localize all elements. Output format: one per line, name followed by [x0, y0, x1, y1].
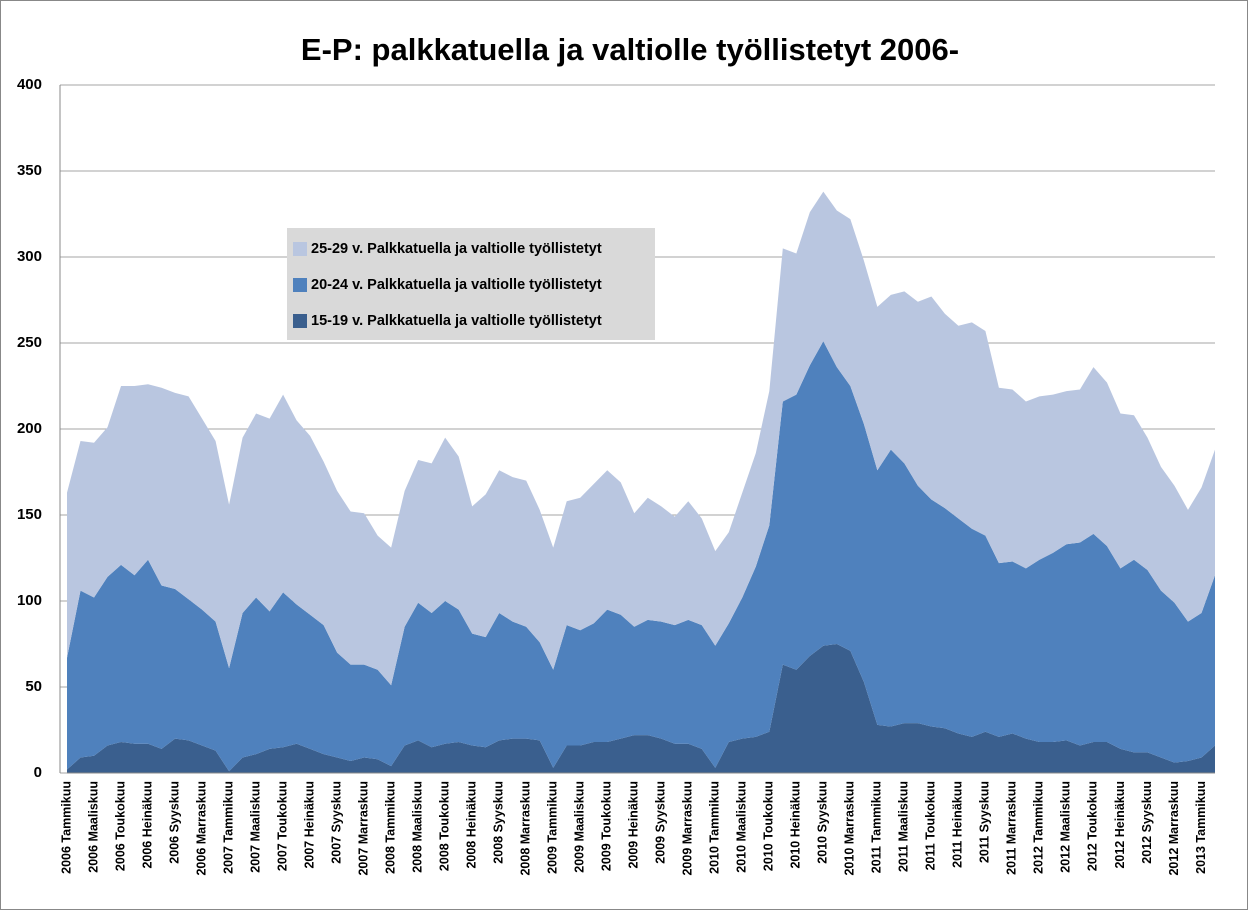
legend-label: 15-19 v. Palkkatuella ja valtiolle työll… [311, 313, 602, 329]
x-tick-label: 2011 Syyskuu [978, 781, 992, 863]
legend-swatch [293, 278, 307, 292]
x-tick-label: 2011 Heinäkuu [951, 781, 965, 868]
legend-box [287, 228, 655, 340]
x-tick-label: 2006 Maaliskuu [86, 781, 100, 873]
x-tick-label: 2010 Heinäkuu [789, 781, 803, 869]
chart-title: E-P: palkkatuella ja valtiolle työlliste… [301, 32, 959, 67]
legend-label: 25-29 v. Palkkatuella ja valtiolle työll… [311, 241, 602, 257]
x-tick-label: 2007 Heinäkuu [302, 781, 316, 869]
x-tick-label: 2008 Marraskuu [518, 781, 532, 876]
x-tick-label: 2006 Toukokuu [113, 781, 127, 871]
x-tick-label: 2009 Toukokuu [600, 781, 614, 871]
x-tick-label: 2007 Toukokuu [275, 781, 289, 871]
legend-swatch [293, 314, 307, 328]
x-tick-label: 2011 Tammikuu [870, 781, 884, 873]
area [67, 644, 1215, 773]
y-tick-label: 250 [17, 334, 42, 351]
y-tick-label: 50 [25, 678, 42, 695]
x-tick-label: 2009 Marraskuu [681, 781, 695, 876]
x-tick-label: 2008 Toukokuu [437, 781, 451, 871]
x-tick-label: 2012 Syyskuu [1140, 781, 1154, 864]
legend: 25-29 v. Palkkatuella ja valtiolle työll… [287, 228, 655, 340]
x-tick-label: 2006 Syyskuu [167, 781, 181, 864]
x-tick-label: 2012 Toukokuu [1086, 781, 1100, 871]
x-tick-label: 2010 Toukokuu [762, 781, 776, 871]
x-tick-label: 2011 Marraskuu [1005, 781, 1019, 875]
x-tick-label: 2010 Tammikuu [708, 781, 722, 874]
x-tick-label: 2012 Maaliskuu [1059, 781, 1073, 873]
x-tick-label: 2012 Tammikuu [1032, 781, 1046, 874]
x-tick-label: 2008 Tammikuu [383, 781, 397, 874]
x-tick-label: 2011 Maaliskuu [897, 781, 911, 872]
x-tick-label: 2009 Maaliskuu [573, 781, 587, 873]
y-tick-label: 350 [17, 162, 42, 179]
x-tick-label: 2007 Tammikuu [221, 781, 235, 874]
area [67, 191, 1215, 686]
x-tick-label: 2013 Tammikuu [1194, 781, 1208, 874]
y-tick-label: 300 [17, 248, 42, 265]
x-tick-label: 2006 Marraskuu [194, 781, 208, 876]
x-tick-label: 2007 Syyskuu [329, 781, 343, 864]
x-tick-label: 2010 Maaliskuu [735, 781, 749, 873]
x-tick-label: 2009 Syyskuu [654, 781, 668, 864]
legend-label: 20-24 v. Palkkatuella ja valtiolle työll… [311, 277, 602, 293]
y-tick-label: 200 [17, 420, 42, 437]
x-tick-label: 2010 Marraskuu [843, 781, 857, 876]
x-tick-label: 2010 Syyskuu [816, 781, 830, 864]
legend-swatch [293, 242, 307, 256]
x-tick-label: 2006 Tammikuu [59, 781, 73, 874]
x-tick-label: 2008 Syyskuu [491, 781, 505, 864]
x-tick-label: 2007 Maaliskuu [248, 781, 262, 873]
x-tick-label: 2009 Tammikuu [546, 781, 560, 874]
y-tick-label: 100 [17, 592, 42, 609]
x-tick-label: 2011 Toukokuu [924, 781, 938, 870]
x-tick-label: 2012 Marraskuu [1167, 781, 1181, 876]
y-tick-label: 0 [34, 764, 42, 781]
y-tick-label: 150 [17, 506, 42, 523]
x-tick-label: 2006 Heinäkuu [140, 781, 154, 869]
area [67, 341, 1215, 772]
x-tick-label: 2008 Maaliskuu [410, 781, 424, 873]
x-tick-label: 2012 Heinäkuu [1113, 781, 1127, 869]
x-tick-label: 2007 Marraskuu [356, 781, 370, 876]
x-tick-label: 2008 Heinäkuu [464, 781, 478, 869]
y-tick-label: 400 [17, 76, 42, 93]
x-tick-label: 2009 Heinäkuu [627, 781, 641, 869]
